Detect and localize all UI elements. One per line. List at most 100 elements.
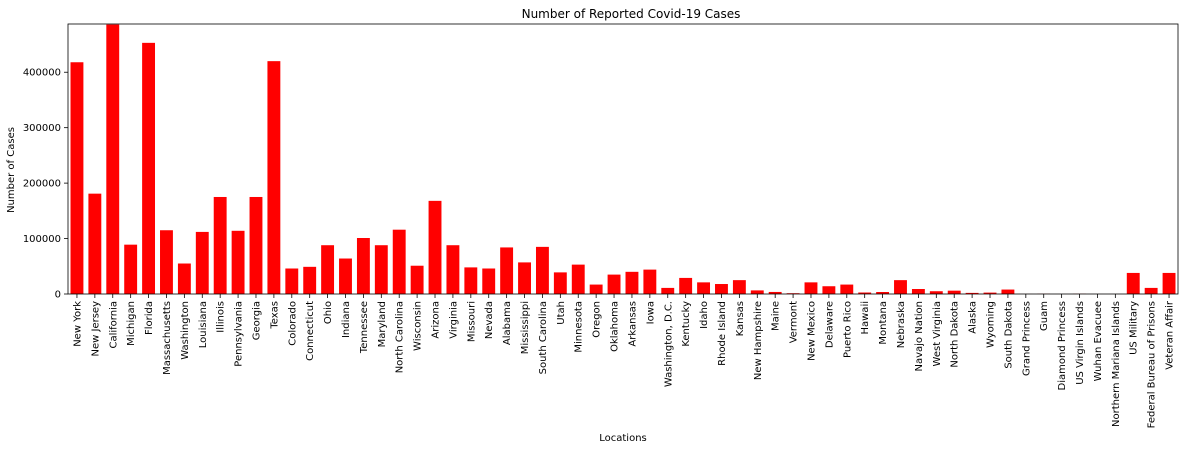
x-tick-label: Arizona <box>431 301 442 339</box>
bar-wyoming <box>983 292 997 294</box>
bar-washington <box>177 263 191 294</box>
bar-north-carolina <box>392 229 406 294</box>
bar-hawaii <box>858 292 872 294</box>
x-tick-label: Northern Mariana Islands <box>1111 301 1122 427</box>
bar-idaho <box>697 282 711 294</box>
bar-maine <box>768 291 782 294</box>
x-tick-label: California <box>108 301 119 349</box>
bar-minnesota <box>571 264 585 294</box>
x-tick-label: Grand Princess <box>1021 301 1032 376</box>
bar-alabama <box>500 247 514 294</box>
x-tick-label: Puerto Rico <box>842 301 853 358</box>
x-tick-label: Hawaii <box>860 301 871 335</box>
bar-rhode-island <box>715 284 728 294</box>
x-axis-label: Locations <box>599 433 647 444</box>
bar-connecticut <box>303 266 317 294</box>
x-tick-label: Kentucky <box>681 301 692 347</box>
x-tick-label: Nevada <box>484 301 495 339</box>
bar-delaware <box>822 286 836 294</box>
y-tick-label: 300000 <box>23 123 61 134</box>
x-tick-label: Utah <box>556 301 567 325</box>
bar-north-dakota <box>947 290 961 294</box>
bar-iowa <box>643 269 657 294</box>
x-tick-label: Arkansas <box>627 301 638 347</box>
bar-nevada <box>482 268 496 294</box>
x-tick-label: US Military <box>1129 301 1140 355</box>
bar-tennessee <box>356 238 370 294</box>
x-tick-label: Delaware <box>824 301 835 348</box>
x-tick-label: Tennessee <box>359 301 370 354</box>
x-tick-label: North Dakota <box>950 301 961 368</box>
x-tick-label: Colorado <box>287 301 298 346</box>
bar-new-mexico <box>804 282 818 294</box>
bar-georgia <box>249 196 263 294</box>
bar-us-military <box>1126 272 1140 294</box>
bar-nebraska <box>894 280 907 294</box>
bar-california <box>106 24 120 295</box>
x-tick-label: Ohio <box>323 301 334 324</box>
bar-arizona <box>428 200 442 294</box>
x-axis-ticks: New York New Jersey California Michigan Flor… <box>72 294 1176 428</box>
x-tick-label: Maryland <box>377 301 388 347</box>
bar-utah <box>553 272 567 294</box>
bar-oregon <box>589 284 603 294</box>
x-tick-label: New York <box>72 301 83 347</box>
bar-puerto-rico <box>840 284 854 294</box>
x-tick-label: West Virginia <box>932 301 943 366</box>
bar-wisconsin <box>410 265 424 294</box>
bar-new-york <box>70 62 84 294</box>
bar-veteran-affair <box>1162 272 1176 294</box>
bar-kentucky <box>679 277 693 294</box>
bar-florida <box>142 42 156 294</box>
bar-michigan <box>124 244 138 294</box>
x-tick-label: New Hampshire <box>753 301 764 380</box>
x-tick-label: Rhode Island <box>717 301 728 366</box>
bar-montana <box>876 292 890 294</box>
x-tick-label: Pennsylvania <box>234 301 245 367</box>
bar-new-hampshire <box>750 290 764 294</box>
bar-ohio <box>321 245 335 294</box>
bar-massachusetts <box>160 230 173 294</box>
plot-frame <box>67 23 1179 295</box>
bar-texas <box>267 61 281 295</box>
x-tick-label: Kansas <box>735 301 746 336</box>
x-tick-label: Louisiana <box>198 301 209 348</box>
x-tick-label: Federal Bureau of Prisons <box>1147 301 1158 428</box>
y-tick-label: 400000 <box>23 68 61 79</box>
x-tick-label: Mississippi <box>520 301 531 354</box>
x-tick-label: Montana <box>878 301 889 345</box>
chart-title: Number of Reported Covid-19 Cases <box>522 7 741 21</box>
bar-south-dakota <box>1001 289 1015 294</box>
bar-kansas <box>732 280 746 294</box>
x-tick-label: Guam <box>1039 301 1050 331</box>
x-tick-label: Wyoming <box>986 301 997 348</box>
x-tick-label: Indiana <box>341 301 352 338</box>
bar-pennsylvania <box>231 230 245 294</box>
bar-arkansas <box>625 271 639 294</box>
axes-frame <box>67 23 1179 295</box>
x-tick-label: Florida <box>144 301 155 335</box>
bar-missouri <box>464 267 478 294</box>
x-tick-label: Diamond Princess <box>1057 301 1068 390</box>
x-tick-label: Texas <box>269 301 280 330</box>
x-tick-label: New Mexico <box>806 301 817 361</box>
bar-federal-bureau-of-prisons <box>1144 287 1158 294</box>
y-axis-label: Number of Cases <box>6 127 17 213</box>
x-tick-label: North Carolina <box>395 301 406 373</box>
bar-indiana <box>339 258 352 294</box>
x-tick-label: Alabama <box>502 301 513 345</box>
y-axis-ticks: 0 100000 200000 300000 400000 <box>23 68 68 301</box>
x-tick-label: Oklahoma <box>610 301 621 352</box>
x-tick-label: Missouri <box>466 301 477 342</box>
x-tick-label: New Jersey <box>90 301 101 357</box>
bar-alaska <box>965 292 979 294</box>
bar-new-jersey <box>88 193 102 294</box>
bar-navajo-nation <box>911 289 925 294</box>
x-tick-label: Nebraska <box>896 301 907 348</box>
x-tick-label: Washington <box>180 301 191 360</box>
bar-oklahoma <box>607 274 621 294</box>
x-tick-label: Illinois <box>216 301 227 333</box>
x-tick-label: Wisconsin <box>413 301 424 351</box>
